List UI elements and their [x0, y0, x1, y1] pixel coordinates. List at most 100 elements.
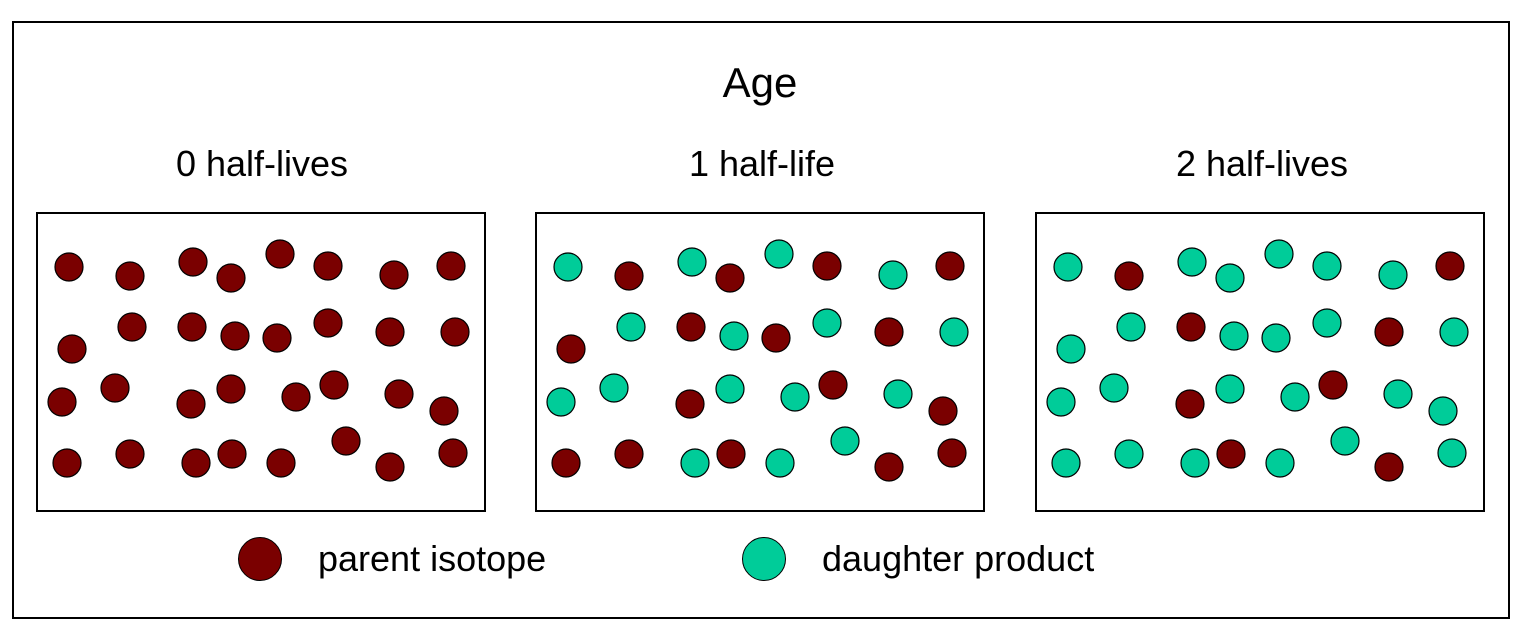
- legend-parent-isotope: parent isotope: [238, 534, 546, 584]
- parent-isotope-circle-icon: [176, 389, 206, 419]
- parent-isotope-circle-icon: [937, 438, 967, 468]
- parent-isotope-circle-icon: [440, 317, 470, 347]
- parent-isotope-circle-icon: [220, 321, 250, 351]
- daughter-product-circle-icon: [719, 321, 749, 351]
- daughter-product-circle-icon: [1116, 312, 1146, 342]
- daughter-product-circle-icon: [1219, 321, 1249, 351]
- parent-isotope-circle-icon: [181, 448, 211, 478]
- parent-isotope-circle-icon: [265, 239, 295, 269]
- daughter-product-circle-icon: [1056, 334, 1086, 364]
- panel-label-1-half-life: 1 half-life: [688, 143, 836, 184]
- daughter-product-circle-icon: [1215, 263, 1245, 293]
- parent-isotope-circle-icon: [935, 251, 965, 281]
- parent-isotope-circle-icon: [313, 308, 343, 338]
- daughter-product-circle-icon: [939, 317, 969, 347]
- parent-isotope-circle-icon: [715, 263, 745, 293]
- parent-isotope-circle-icon: [331, 426, 361, 456]
- daughter-product-circle-icon: [742, 537, 786, 581]
- panel-2-half-lives: [1035, 212, 1485, 512]
- parent-isotope-circle-icon: [438, 438, 468, 468]
- parent-isotope-circle-icon: [614, 439, 644, 469]
- parent-isotope-circle-icon: [115, 439, 145, 469]
- panel-label-2-half-lives: 2 half-lives: [1175, 143, 1349, 184]
- parent-isotope-circle-icon: [812, 251, 842, 281]
- parent-isotope-circle-icon: [177, 312, 207, 342]
- parent-isotope-circle-icon: [313, 251, 343, 281]
- parent-isotope-circle-icon: [379, 260, 409, 290]
- daughter-product-circle-icon: [1428, 396, 1458, 426]
- daughter-product-circle-icon: [1437, 438, 1467, 468]
- daughter-product-circle-icon: [677, 247, 707, 277]
- parent-isotope-circle-icon: [216, 263, 246, 293]
- parent-isotope-circle-icon: [266, 448, 296, 478]
- parent-isotope-circle-icon: [716, 439, 746, 469]
- daughter-product-circle-icon: [1046, 387, 1076, 417]
- outer-frame: [12, 21, 1510, 619]
- parent-isotope-circle-icon: [238, 537, 282, 581]
- parent-isotope-circle-icon: [375, 452, 405, 482]
- panel-0-half-lives: [36, 212, 486, 512]
- daughter-product-circle-icon: [715, 374, 745, 404]
- daughter-product-circle-icon: [1215, 374, 1245, 404]
- parent-isotope-circle-icon: [1114, 261, 1144, 291]
- daughter-product-circle-icon: [1330, 426, 1360, 456]
- daughter-product-circle-icon: [764, 239, 794, 269]
- daughter-product-circle-icon: [1099, 373, 1129, 403]
- legend-daughter-product: daughter product: [742, 534, 1094, 584]
- daughter-product-circle-icon: [1265, 448, 1295, 478]
- parent-isotope-circle-icon: [1216, 439, 1246, 469]
- panel-label-0-half-lives: 0 half-lives: [175, 143, 349, 184]
- parent-isotope-circle-icon: [874, 317, 904, 347]
- daughter-product-circle-icon: [1264, 239, 1294, 269]
- parent-isotope-circle-icon: [47, 387, 77, 417]
- parent-isotope-circle-icon: [818, 370, 848, 400]
- parent-isotope-circle-icon: [57, 334, 87, 364]
- legend-label-parent: parent isotope: [318, 538, 547, 579]
- parent-isotope-circle-icon: [262, 323, 292, 353]
- parent-isotope-circle-icon: [217, 439, 247, 469]
- daughter-product-circle-icon: [1378, 260, 1408, 290]
- daughter-product-circle-icon: [1114, 439, 1144, 469]
- daughter-product-circle-icon: [1280, 382, 1310, 412]
- daughter-product-circle-icon: [883, 379, 913, 409]
- parent-isotope-circle-icon: [216, 374, 246, 404]
- parent-isotope-circle-icon: [384, 379, 414, 409]
- daughter-product-circle-icon: [1177, 247, 1207, 277]
- daughter-product-circle-icon: [765, 448, 795, 478]
- legend-label-daughter: daughter product: [822, 538, 1095, 579]
- parent-isotope-circle-icon: [1175, 389, 1205, 419]
- parent-isotope-circle-icon: [1374, 317, 1404, 347]
- daughter-product-circle-icon: [553, 252, 583, 282]
- daughter-product-circle-icon: [546, 387, 576, 417]
- daughter-product-circle-icon: [1439, 317, 1469, 347]
- parent-isotope-circle-icon: [429, 396, 459, 426]
- daughter-product-circle-icon: [812, 308, 842, 338]
- daughter-product-circle-icon: [1053, 252, 1083, 282]
- diagram-title: Age: [722, 59, 798, 106]
- parent-isotope-circle-icon: [115, 261, 145, 291]
- daughter-product-circle-icon: [1261, 323, 1291, 353]
- daughter-product-circle-icon: [830, 426, 860, 456]
- parent-isotope-circle-icon: [117, 312, 147, 342]
- parent-isotope-circle-icon: [874, 452, 904, 482]
- daughter-product-circle-icon: [1383, 379, 1413, 409]
- daughter-product-circle-icon: [599, 373, 629, 403]
- parent-isotope-circle-icon: [676, 312, 706, 342]
- parent-isotope-circle-icon: [100, 373, 130, 403]
- parent-isotope-circle-icon: [436, 251, 466, 281]
- parent-isotope-circle-icon: [52, 448, 82, 478]
- parent-isotope-circle-icon: [761, 323, 791, 353]
- daughter-product-circle-icon: [680, 448, 710, 478]
- daughter-product-circle-icon: [780, 382, 810, 412]
- parent-isotope-circle-icon: [281, 382, 311, 412]
- parent-isotope-circle-icon: [1176, 312, 1206, 342]
- parent-isotope-circle-icon: [319, 370, 349, 400]
- parent-isotope-circle-icon: [1374, 452, 1404, 482]
- parent-isotope-circle-icon: [375, 317, 405, 347]
- parent-isotope-circle-icon: [928, 396, 958, 426]
- daughter-product-circle-icon: [1051, 448, 1081, 478]
- parent-isotope-circle-icon: [54, 252, 84, 282]
- daughter-product-circle-icon: [878, 260, 908, 290]
- parent-isotope-circle-icon: [556, 334, 586, 364]
- parent-isotope-circle-icon: [178, 247, 208, 277]
